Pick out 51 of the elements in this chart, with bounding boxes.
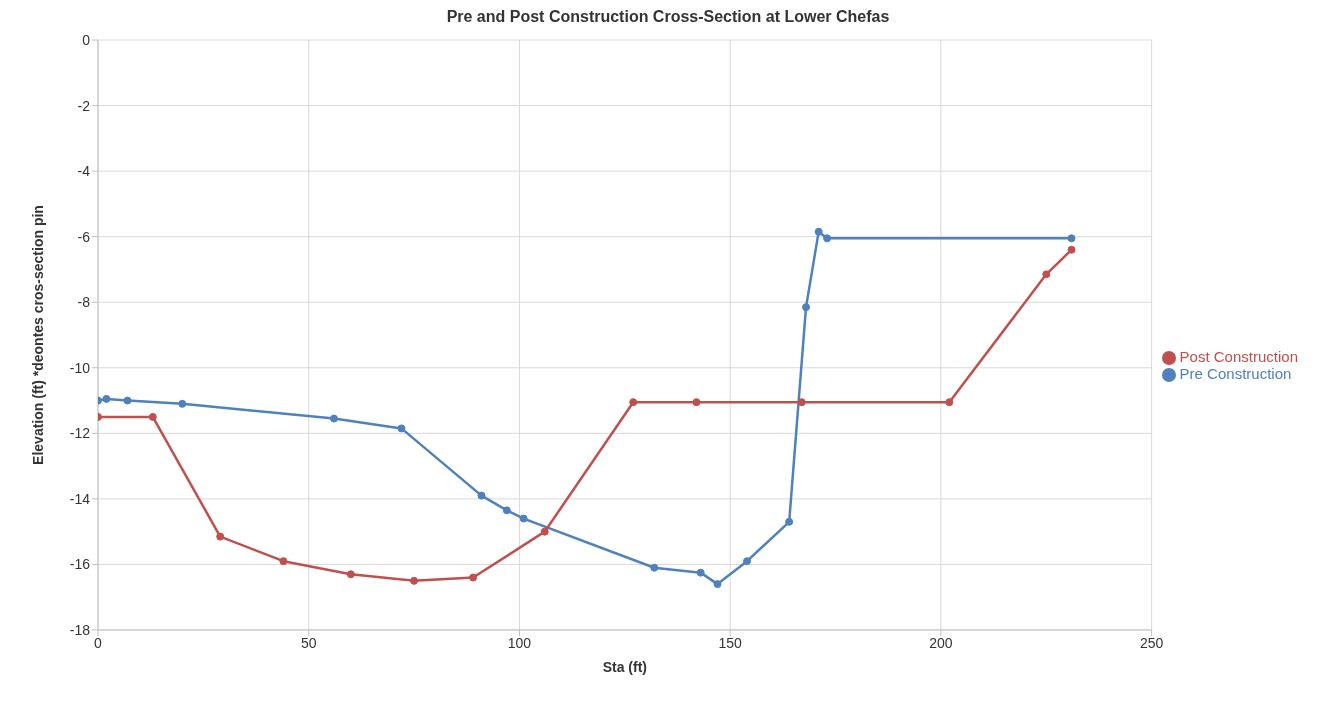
x-tick-label: 0 [94,634,103,651]
y-tick-label: -16 [69,556,91,573]
y-tick-label: -4 [77,163,91,180]
point [102,394,111,403]
point [629,398,638,407]
point [410,576,419,585]
point [330,414,339,423]
x-tick-label: 200 [929,634,953,651]
point [469,573,478,582]
y-tick-label: -10 [69,359,91,376]
point [397,424,406,433]
point [279,557,288,566]
point [785,517,794,526]
x-tick-label: 100 [507,634,532,651]
x-axis-title: Sta (ft) [602,659,647,675]
legend-label: Pre Construction [1179,365,1292,382]
point [540,527,549,536]
y-tick-label: -8 [77,294,91,311]
point [148,412,157,421]
point [692,398,701,407]
point [696,568,705,577]
point [823,234,832,243]
x-tick-label: 50 [300,634,317,651]
point [743,557,752,566]
x-tick-label: 250 [1139,634,1164,651]
point [802,303,811,312]
point [519,514,528,523]
y-axis-title: Elevation (ft) *deontes cros-section pin [29,205,46,465]
point [477,491,486,500]
y-tick-label: -18 [69,621,91,638]
point [346,570,355,579]
y-tick-label: -2 [77,97,91,114]
point [814,227,823,236]
y-tick-label: -6 [77,228,91,245]
point [123,396,132,405]
point [1042,270,1051,279]
point [216,532,225,541]
point [1067,245,1076,254]
chart-title: Pre and Post Construction Cross-Section at Lower Chefas [445,8,891,26]
y-tick-label: -12 [69,425,91,442]
point [502,506,511,515]
point [713,580,722,589]
y-tick-label: -14 [69,490,91,507]
point [650,563,659,572]
point [1067,234,1076,243]
point [178,399,187,408]
y-tick-label: 0 [82,31,91,48]
point [797,398,806,407]
point [945,398,954,407]
x-tick-label: 150 [718,634,743,651]
legend-label: Post Construction [1179,347,1298,365]
